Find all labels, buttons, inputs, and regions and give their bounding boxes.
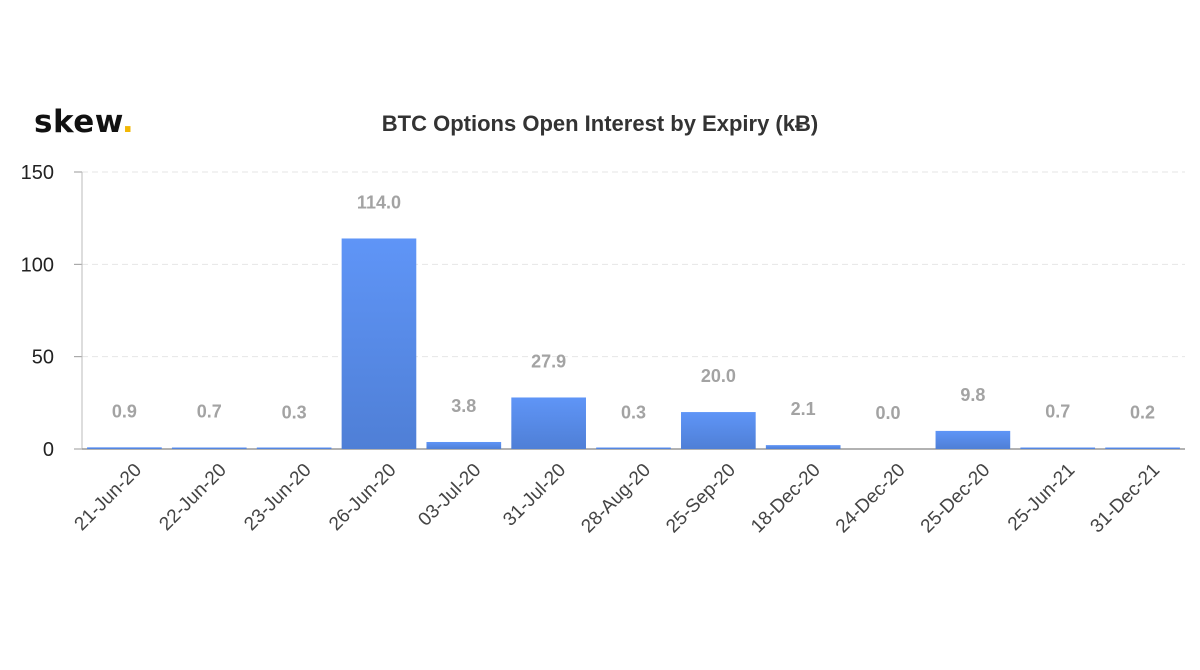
- data-label: 2.1: [791, 399, 816, 419]
- x-tick-label: 31-Jul-20: [499, 460, 570, 531]
- x-tick-label: 23-Jun-20: [240, 460, 315, 535]
- y-tick-label: 100: [21, 254, 54, 276]
- data-label: 0.0: [876, 403, 901, 423]
- bar: [1105, 447, 1180, 449]
- gridlines: [74, 171, 1185, 450]
- chart-title: BTC Options Open Interest by Expiry (kɃ): [382, 111, 818, 136]
- x-tick-label: 22-Jun-20: [155, 460, 230, 535]
- bar: [341, 238, 417, 449]
- x-tick-label: 24-Dec-20: [832, 460, 910, 538]
- x-tick-label: 18-Dec-20: [747, 460, 825, 538]
- bar: [426, 441, 502, 449]
- bar: [171, 447, 247, 449]
- bar: [935, 430, 1011, 449]
- bar: [681, 412, 756, 449]
- x-tick-label: 25-Sep-20: [662, 460, 740, 538]
- bar: [765, 445, 841, 449]
- bars: [87, 238, 1180, 449]
- x-tick-label: 28-Aug-20: [577, 460, 655, 538]
- data-label: 0.9: [112, 401, 137, 421]
- x-tick-label: 26-Jun-20: [325, 460, 400, 535]
- y-tick-label: 150: [21, 162, 54, 184]
- x-tick-label: 03-Jul-20: [414, 460, 485, 531]
- y-tick-labels: 0 50 100 150: [21, 162, 54, 461]
- x-tick-label: 25-Dec-20: [917, 460, 995, 538]
- x-tick-labels: 21-Jun-20 22-Jun-20 23-Jun-20 26-Jun-20 03-J…: [71, 460, 1165, 538]
- data-label: 0.2: [1130, 403, 1155, 423]
- logo-dot: .: [121, 104, 135, 140]
- y-tick-label: 50: [32, 347, 54, 369]
- bar: [596, 447, 671, 449]
- bar: [256, 447, 332, 449]
- x-tick-label: 21-Jun-20: [71, 460, 146, 535]
- logo-text: skew: [34, 104, 122, 140]
- bar: [511, 397, 586, 449]
- data-label: 20.0: [701, 366, 736, 386]
- skew-logo: skew.: [34, 104, 134, 140]
- data-label: 0.7: [197, 402, 222, 422]
- data-labels: 0.9 0.7 0.3 114.0 3.8 27.9 0.3 20.0 2.1 0.0 9.8 0.7…: [112, 192, 1155, 423]
- data-label: 0.3: [282, 402, 307, 422]
- data-label: 0.7: [1045, 402, 1070, 422]
- x-tick-label: 31-Dec-21: [1087, 460, 1165, 538]
- data-label: 0.3: [621, 402, 646, 422]
- bar: [87, 447, 162, 449]
- y-tick-label: 0: [43, 439, 54, 461]
- data-label: 114.0: [357, 192, 401, 212]
- data-label: 9.8: [960, 385, 985, 405]
- x-tick-label: 25-Jun-21: [1004, 460, 1079, 535]
- data-label: 3.8: [451, 396, 476, 416]
- data-label: 27.9: [531, 351, 566, 371]
- bar: [1020, 447, 1096, 449]
